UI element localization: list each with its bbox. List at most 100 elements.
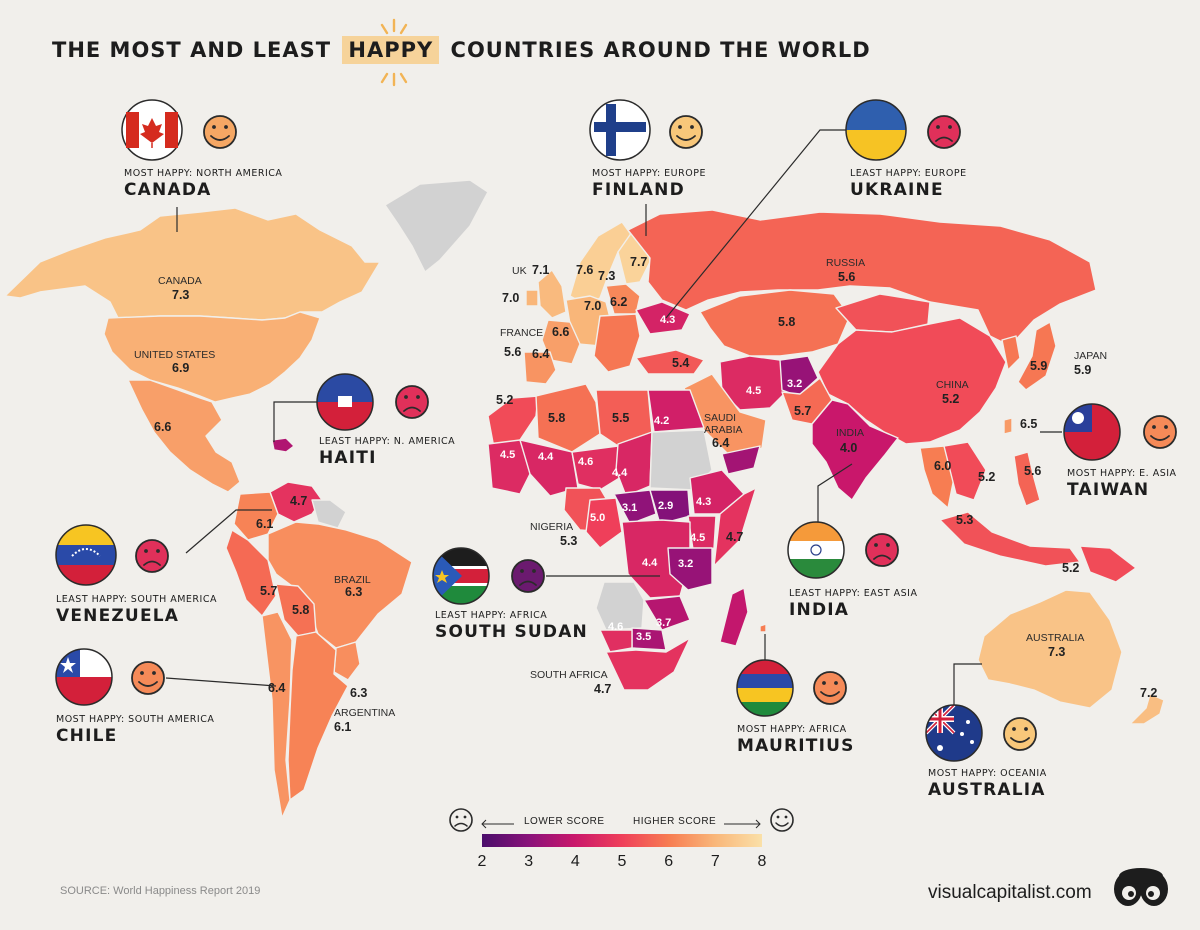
label-japan: JAPAN [1074,350,1107,362]
value-central-asia: 5.8 [778,315,795,329]
callout-subtitle: MOST HAPPY: SOUTH AMERICA [56,714,215,725]
legend-ticks: 2 3 4 5 6 7 8 [478,853,767,870]
happy-face-icon [813,671,847,705]
title-before: THE MOST AND LEAST [52,38,332,62]
label-saudi: SAUDI [704,412,736,424]
value-bolivia: 5.8 [292,603,309,617]
value-iberia: 6.4 [532,347,549,361]
region-australia [977,589,1123,709]
region-brazil [267,521,413,649]
value-australia: 7.3 [1048,645,1065,659]
sad-face-icon [927,115,961,149]
legend-tick-label: 3 [524,853,533,870]
region-uk [537,269,567,319]
title-after: COUNTRIES AROUND THE WORLD [450,38,871,62]
australia-flag-icon [925,704,983,762]
value-russia: 5.6 [838,270,855,284]
value-western-europe: 7.0 [584,299,601,313]
india-flag-icon [787,521,845,579]
legend-gradient-bar [482,834,762,847]
callout-subtitle: MOST HAPPY: E. ASIA [1067,468,1177,479]
region-kenya [687,515,717,557]
region-mexico [127,379,241,493]
region-somalia [713,487,757,567]
region-mauritius [759,623,767,633]
page-title: THE MOST AND LEAST HAPPY COUNTRIES AROUN… [52,36,871,64]
legend-higher-label: HIGHER SCORE [633,816,716,827]
region-uruguay [333,641,361,681]
region-mali [519,439,579,497]
region-mauritania [487,439,533,495]
callout-country: INDIA [789,600,850,620]
canada-flag-icon [121,99,183,161]
value-south-africa: 4.7 [594,682,611,696]
value-zimbabwe: 3.5 [636,631,651,643]
value-ethiopia: 4.3 [696,496,711,508]
region-united-states [103,311,321,403]
value-somalia: 4.7 [726,530,743,544]
region-russia [627,209,1097,347]
callout-country: CANADA [124,180,212,200]
value-france: 6.6 [552,325,569,339]
map-labels: CANADA 7.3 UNITED STATES 6.9 6.6 4.7 6.1… [134,255,1157,734]
value-southeast-asia: 5.2 [978,470,995,484]
callout-country: SOUTH SUDAN [435,622,588,642]
region-india [811,399,899,501]
value-ireland: 7.0 [502,291,519,305]
label-russia: RUSSIA [826,257,865,269]
value-nigeria: 5.3 [560,534,577,548]
region-saudi-arabia [683,373,767,457]
region-egypt [647,389,705,433]
callout-subtitle: MOST HAPPY: NORTH AMERICA [124,168,283,179]
legend: LOWER SCORE HIGHER SCORE 2 3 4 5 6 7 8 [449,808,794,870]
callout-canada: MOST HAPPY: NORTH AMERICA CANADA [124,168,282,200]
region-madagascar [719,587,749,647]
sad-face-icon [135,539,169,573]
value-argentina: 6.1 [334,720,351,734]
callout-subtitle: MOST HAPPY: AFRICA [737,724,847,735]
region-greenland [384,179,489,273]
callout-subtitle: MOST HAPPY: OCEANIA [928,768,1047,779]
value-uruguay: 6.3 [350,686,367,700]
happy-face-icon [1003,717,1037,751]
value-algeria: 5.8 [548,411,565,425]
value-thailand: 6.0 [934,459,951,473]
value-philippines: 5.6 [1024,464,1041,478]
happy-face-icon [669,115,703,149]
region-eastern-europe [593,313,641,373]
brand-link[interactable]: visualcapitalist.com [928,882,1092,903]
label-united-states: UNITED STATES [134,349,215,361]
sad-face-icon [511,559,545,593]
taiwan-flag-icon [1063,403,1121,461]
value-car: 3.1 [622,502,637,514]
value-finland: 7.7 [630,255,647,269]
value-taiwan: 6.5 [1020,417,1037,431]
label-canada: CANADA [158,275,202,287]
value-uk: 7.1 [532,263,549,277]
value-mexico: 6.6 [154,420,171,434]
happy-face-icon [131,661,165,695]
value-portugal: 5.6 [504,345,521,359]
callout-country: VENEZUELA [56,606,180,626]
value-cameroon: 5.0 [590,512,605,524]
region-baltics [605,283,641,315]
arrow-left-icon [481,819,514,829]
value-mauritania: 4.5 [500,449,515,461]
title-highlight: HAPPY [342,36,440,64]
region-indonesia [939,511,1081,567]
legend-lower-label: LOWER SCORE [524,816,605,827]
region-papua [1079,545,1137,583]
value-dr-congo: 4.4 [642,557,658,569]
south-sudan-flag-icon [432,547,490,605]
value-turkey: 5.4 [672,356,689,370]
region-guiana [311,499,347,529]
value-iran: 4.5 [746,385,761,397]
value-india: 4.0 [840,441,857,455]
region-southeast-asia [943,441,987,501]
region-niger [571,445,627,491]
callout-subtitle: MOST HAPPY: EUROPE [592,168,706,179]
region-zambia [643,595,691,631]
happy-face-icon [1143,415,1177,449]
callout-subtitle: LEAST HAPPY: SOUTH AMERICA [56,594,217,605]
